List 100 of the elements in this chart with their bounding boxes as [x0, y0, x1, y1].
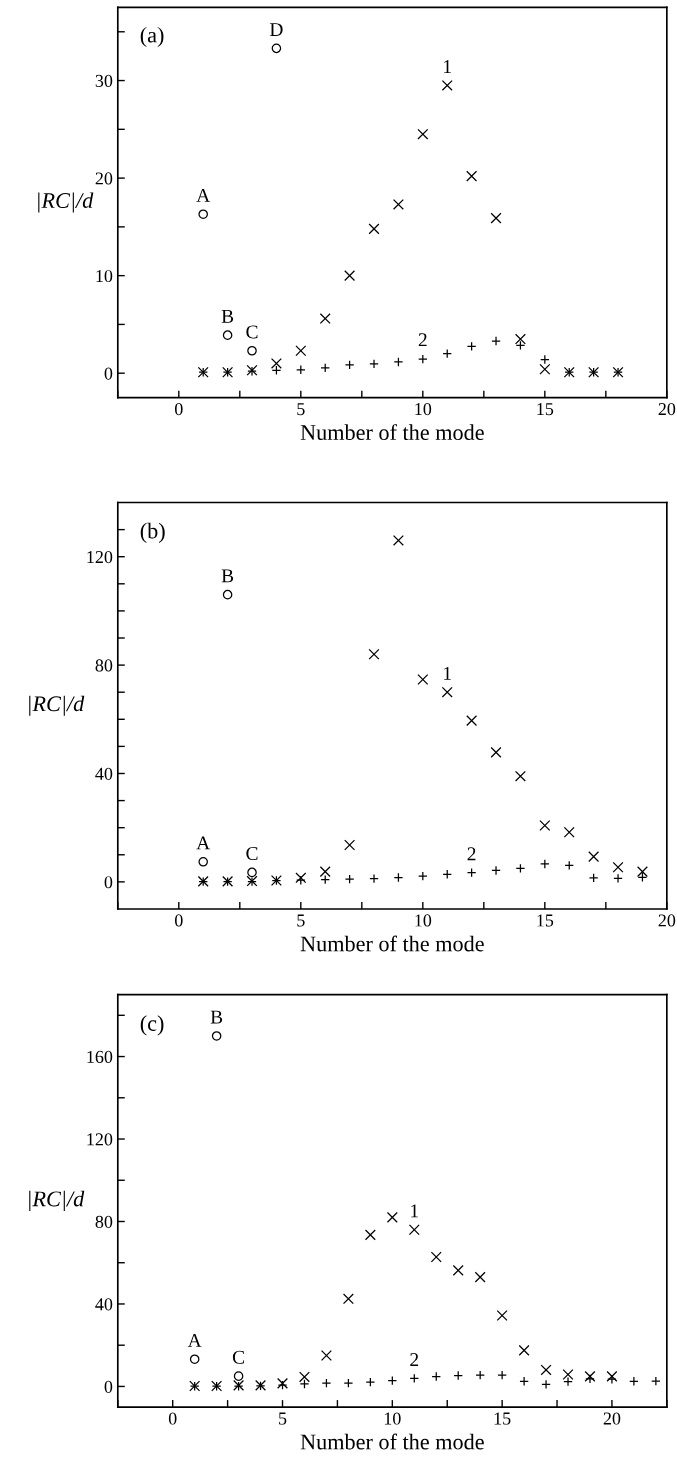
point — [233, 1371, 244, 1381]
y-tick-label: 20 — [95, 172, 113, 185]
x-tick-label: 15 — [537, 403, 554, 416]
point — [295, 345, 307, 357]
x-tick-label: 0 — [174, 914, 183, 927]
annotation: B — [210, 1010, 223, 1024]
y-tick-label: 30 — [95, 74, 113, 87]
y-axis-title: |RC|/d — [38, 192, 94, 213]
annotation: 1 — [411, 1204, 418, 1218]
annotation: 1 — [444, 666, 451, 680]
annotation: C — [232, 1350, 244, 1364]
point — [490, 746, 502, 758]
x-tick-label: 0 — [174, 402, 183, 416]
point — [392, 198, 404, 210]
point — [364, 1229, 376, 1241]
point — [606, 1370, 618, 1382]
y-tick-label: 80 — [95, 659, 113, 672]
x-tick-label: 5 — [297, 914, 305, 927]
point — [612, 861, 624, 873]
y-tick-label: 10 — [96, 269, 113, 283]
annotation: (c) — [140, 1015, 164, 1036]
point — [222, 589, 233, 600]
y-tick-label: 120 — [87, 550, 113, 564]
annotation: 1 — [444, 60, 451, 73]
point — [386, 1211, 398, 1223]
annotation: B — [221, 569, 234, 583]
point — [319, 866, 331, 878]
annotation: (b) — [140, 522, 165, 543]
y-tick-label: 120 — [87, 1133, 113, 1146]
point — [584, 1370, 596, 1382]
annotation: 2 — [410, 1353, 419, 1366]
x-axis-title: Number of the mode — [300, 424, 484, 441]
point — [490, 212, 502, 224]
point — [417, 128, 429, 140]
point — [514, 770, 526, 782]
point — [539, 363, 551, 375]
point — [452, 1264, 464, 1276]
point — [189, 1354, 200, 1365]
point — [368, 223, 380, 235]
point — [211, 1031, 222, 1041]
point — [222, 330, 233, 340]
y-axis-title: |RC|/d — [29, 695, 85, 716]
y-axis-title: |RC|/d — [29, 1190, 85, 1211]
point — [518, 1344, 530, 1356]
point — [342, 1293, 354, 1305]
point — [393, 357, 404, 367]
point — [320, 1350, 332, 1361]
point — [344, 839, 356, 851]
point — [408, 1224, 420, 1236]
x-tick-label: 20 — [658, 914, 676, 927]
annotation: (a) — [140, 26, 164, 48]
x-tick-label: 15 — [494, 1412, 511, 1425]
x-tick-label: 20 — [658, 402, 676, 416]
point — [247, 867, 257, 878]
x-tick-label: 10 — [384, 1412, 401, 1425]
y-tick-label: 40 — [95, 1298, 113, 1311]
point — [344, 270, 356, 282]
point — [563, 826, 575, 838]
point — [441, 79, 453, 91]
annotation: 2 — [418, 333, 427, 347]
x-axis-title: Number of the mode — [300, 1433, 484, 1450]
y-tick-label: 40 — [95, 767, 113, 780]
point — [319, 313, 331, 325]
annotation: B — [221, 309, 234, 323]
annotation: 2 — [467, 847, 476, 861]
y-tick-label: 0 — [104, 1380, 113, 1393]
annotation: A — [196, 188, 211, 202]
x-tick-label: 15 — [537, 914, 554, 927]
point — [466, 715, 478, 727]
annotation: D — [269, 23, 283, 36]
x-tick-label: 0 — [168, 1412, 177, 1425]
point — [474, 1271, 486, 1283]
point — [430, 1251, 442, 1263]
annotation: C — [246, 847, 258, 861]
point — [271, 43, 282, 54]
point — [466, 170, 478, 182]
x-axis-title: Number of the mode — [300, 935, 484, 952]
x-tick-label: 20 — [603, 1412, 621, 1425]
annotation: C — [246, 325, 258, 339]
point — [540, 1364, 552, 1376]
point — [496, 1310, 508, 1321]
point — [417, 673, 429, 685]
point — [392, 534, 404, 546]
point — [368, 648, 380, 660]
x-tick-label: 10 — [415, 402, 432, 416]
point — [198, 857, 208, 867]
x-tick-label: 5 — [297, 403, 305, 416]
y-tick-label: 0 — [104, 367, 113, 380]
point — [491, 336, 501, 346]
point — [198, 209, 208, 219]
point — [247, 345, 257, 356]
y-tick-label: 0 — [104, 876, 113, 889]
x-tick-label: 5 — [279, 1412, 287, 1425]
annotation: A — [196, 836, 211, 850]
annotation: A — [187, 1333, 202, 1347]
y-tick-label: 160 — [87, 1050, 113, 1063]
point — [539, 820, 551, 831]
point — [441, 686, 453, 698]
x-tick-label: 10 — [415, 914, 432, 927]
point — [588, 851, 600, 863]
